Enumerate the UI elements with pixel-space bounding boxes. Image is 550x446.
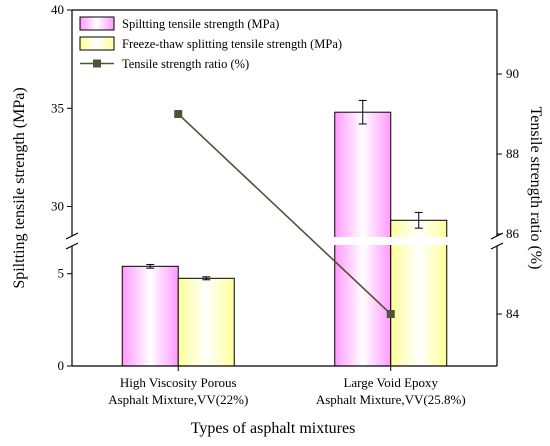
legend-swatch-marker — [93, 59, 101, 68]
legend-swatch-bar — [79, 16, 115, 31]
ratio-line — [177, 113, 392, 315]
y2-tick-label: 90 — [506, 66, 519, 81]
x-category-label: Asphalt Mixture,VV(22%) — [108, 392, 248, 407]
legend-swatch-bar — [79, 36, 115, 51]
y2-tick-label: 84 — [506, 306, 520, 321]
x-axis-title: Types of asphalt mixtures — [191, 420, 356, 437]
axis-break-gap — [66, 237, 503, 245]
x-category-label: Asphalt Mixture,VV(25.8%) — [316, 392, 466, 407]
error-bars-layer — [66, 99, 503, 281]
legend-label: Spiltting tensile strength (MPa) — [122, 17, 279, 31]
y2-axis-title: Tensile strength ratio (%) — [527, 107, 544, 270]
bar-freeze-thaw-0 — [177, 277, 235, 367]
ratio-line-layer — [174, 110, 395, 318]
axes-layer: 0 5 30 35 40 84 86 88 90 High Viscosity Porous Asp… — [51, 2, 520, 407]
legend-label: Tensile strength ratio (%) — [122, 57, 249, 71]
y2-tick-label: 88 — [506, 146, 519, 161]
x-category-label: Large Void Epoxy — [343, 375, 438, 390]
break-mark — [65, 242, 79, 250]
y-tick-label: 0 — [58, 358, 65, 373]
break-mark — [490, 242, 504, 250]
y-tick-label: 35 — [51, 100, 64, 115]
y2-tick-label: 86 — [506, 226, 520, 241]
x-category-label: High Viscosity Porous — [120, 375, 237, 390]
bar-splitting-0 — [121, 265, 179, 367]
y-tick-label: 5 — [58, 266, 65, 281]
ratio-point-0 — [174, 110, 183, 118]
y-tick-label: 40 — [51, 2, 64, 17]
legend-label: Freeze-thaw splitting tensile strength (… — [122, 37, 342, 51]
y-tick-label: 30 — [51, 199, 64, 214]
break-mark — [65, 232, 79, 240]
ratio-point-1 — [386, 310, 395, 318]
legend: Spiltting tensile strength (MPa) Freeze-t… — [79, 16, 342, 71]
y-axis-title: Spiltting tensile strength (MPa) — [11, 87, 28, 288]
